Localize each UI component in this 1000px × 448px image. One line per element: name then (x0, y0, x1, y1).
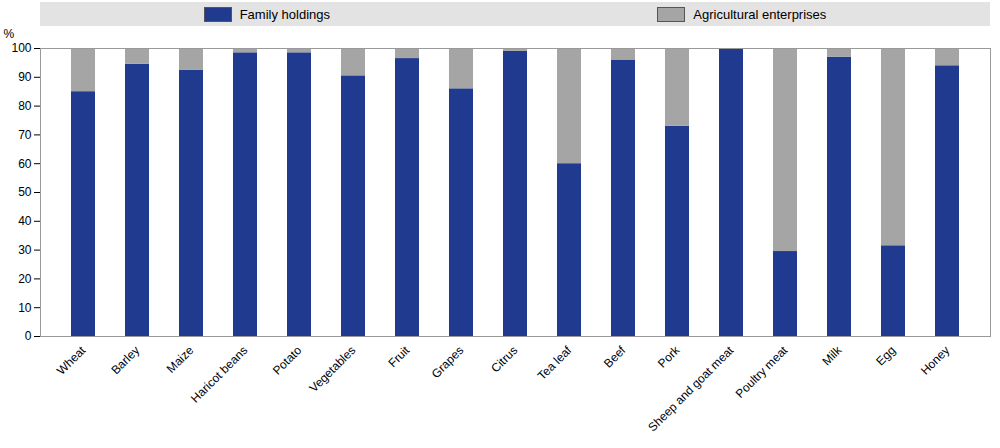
svg-text:Honey: Honey (918, 343, 952, 377)
html-text:Family holdings: Family holdings (239, 6, 330, 22)
svg-text:0: 0 (25, 329, 32, 343)
svg-text:20: 20 (18, 272, 32, 286)
svg-text:Poultry meat: Poultry meat (733, 343, 791, 401)
svg-text:Wheat: Wheat (54, 343, 89, 378)
svg-text:80: 80 (18, 99, 32, 113)
svg-text:Maize: Maize (164, 343, 197, 376)
svg-text:Milk: Milk (819, 343, 845, 369)
svg-text:10: 10 (18, 301, 32, 315)
html-text:Agricultural enterprises: Agricultural enterprises (693, 6, 827, 22)
svg-text:70: 70 (18, 128, 32, 142)
svg-text:Grapes: Grapes (429, 343, 467, 381)
svg-text:60: 60 (18, 157, 32, 171)
svg-text:Fruit: Fruit (385, 343, 412, 370)
svg-text:30: 30 (18, 243, 32, 257)
svg-text:Vegetables: Vegetables (306, 343, 358, 395)
svg-text:Sheep and goat meat: Sheep and goat meat (645, 343, 737, 435)
svg-text:Pork: Pork (655, 343, 683, 371)
svg-text:%: % (4, 27, 15, 41)
svg-text:Haricot beans: Haricot beans (188, 343, 250, 405)
svg-text:100: 100 (11, 41, 31, 55)
svg-text:Beef: Beef (601, 343, 629, 371)
svg-text:50: 50 (18, 185, 32, 199)
svg-text:90: 90 (18, 70, 32, 84)
svg-text:Barley: Barley (108, 343, 142, 377)
svg-text:Tea leaf: Tea leaf (535, 343, 575, 383)
svg-text:40: 40 (18, 214, 32, 228)
svg-text:Citrus: Citrus (488, 343, 520, 375)
svg-text:Potato: Potato (270, 343, 305, 378)
svg-text:Egg: Egg (873, 343, 898, 368)
